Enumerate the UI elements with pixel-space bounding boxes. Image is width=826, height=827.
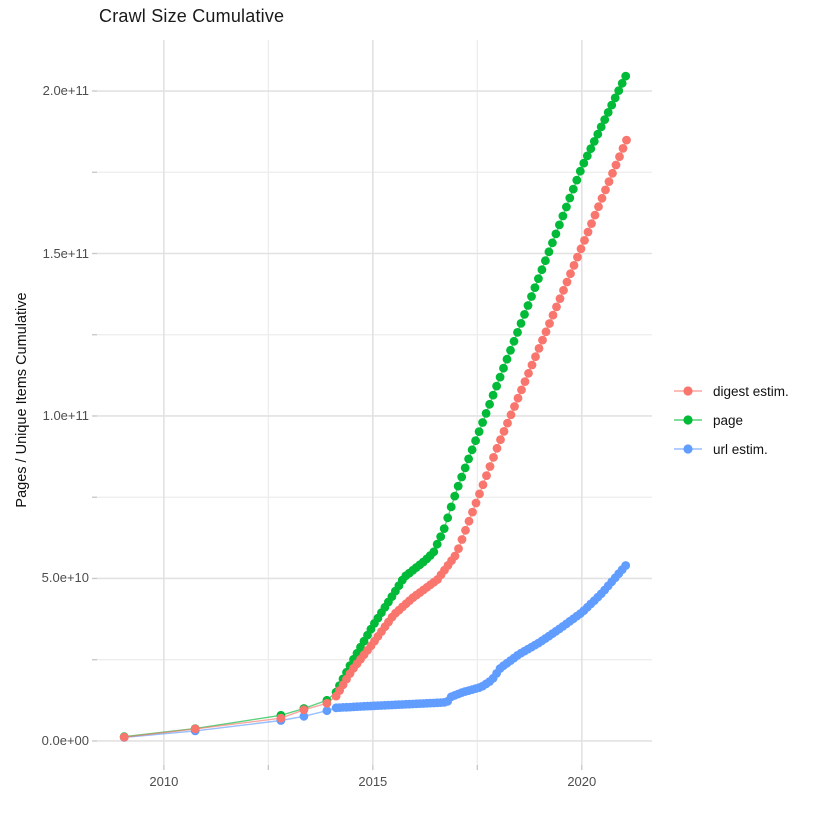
axis-tick-marks [92,90,583,770]
legend-label: url estim. [713,441,768,457]
x-tick-label: 2020 [567,774,597,789]
y-tick-label: 1.0e+11 [42,407,89,423]
legend: digest estim. page url estim. [671,380,789,460]
y-axis-title: Pages / Unique Items Cumulative [14,292,30,508]
y-tick-label: 5.0e+10 [41,570,89,586]
y-tick-label: 1.5e+11 [42,245,89,261]
y-tick-label: 0.0e+00 [41,732,89,748]
legend-item-digest-estim: digest estim. [671,380,789,402]
x-tick-label: 2010 [149,774,179,789]
gridlines-major [97,40,652,765]
series-digest-estim [119,135,631,742]
chart-title: Crawl Size Cumulative [99,6,285,26]
legend-key-icon [674,444,702,454]
legend-label: page [713,412,744,428]
series-page [119,71,631,742]
series-url-estim [119,561,631,742]
legend-key-icon [674,386,702,396]
x-tick-label: 2015 [358,774,388,789]
legend-item-url-estim: url estim. [671,438,789,460]
y-tick-label: 2.0e+11 [42,83,89,99]
gridlines-minor [97,40,652,765]
legend-label: digest estim. [713,383,789,399]
legend-key-icon [674,415,702,425]
legend-item-page: page [671,409,789,431]
